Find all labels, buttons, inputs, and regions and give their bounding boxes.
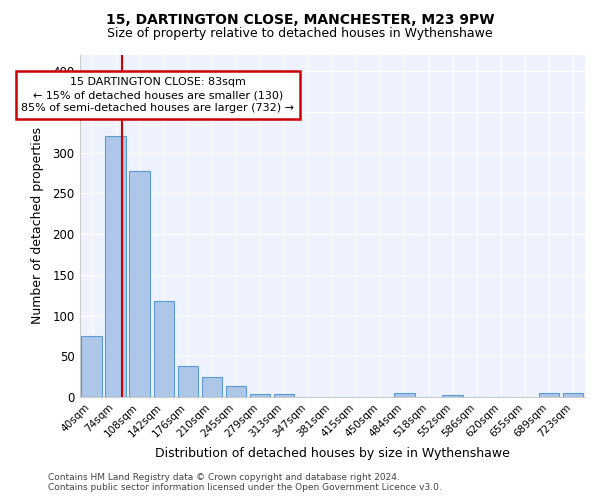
Bar bbox=[202, 376, 222, 397]
Text: Contains HM Land Registry data © Crown copyright and database right 2024.
Contai: Contains HM Land Registry data © Crown c… bbox=[48, 473, 442, 492]
Bar bbox=[82, 336, 102, 397]
X-axis label: Distribution of detached houses by size in Wythenshawe: Distribution of detached houses by size … bbox=[155, 447, 510, 460]
Bar bbox=[154, 301, 174, 397]
Bar bbox=[178, 366, 198, 397]
Bar bbox=[106, 136, 126, 397]
Text: 15 DARTINGTON CLOSE: 83sqm
← 15% of detached houses are smaller (130)
85% of sem: 15 DARTINGTON CLOSE: 83sqm ← 15% of deta… bbox=[21, 77, 294, 114]
Bar bbox=[274, 394, 295, 397]
Bar bbox=[394, 393, 415, 397]
Bar bbox=[563, 393, 583, 397]
Text: Size of property relative to detached houses in Wythenshawe: Size of property relative to detached ho… bbox=[107, 28, 493, 40]
Bar bbox=[539, 393, 559, 397]
Y-axis label: Number of detached properties: Number of detached properties bbox=[31, 128, 44, 324]
Bar bbox=[250, 394, 270, 397]
Bar bbox=[442, 394, 463, 397]
Text: 15, DARTINGTON CLOSE, MANCHESTER, M23 9PW: 15, DARTINGTON CLOSE, MANCHESTER, M23 9P… bbox=[106, 12, 494, 26]
Bar bbox=[226, 386, 246, 397]
Bar bbox=[130, 170, 150, 397]
